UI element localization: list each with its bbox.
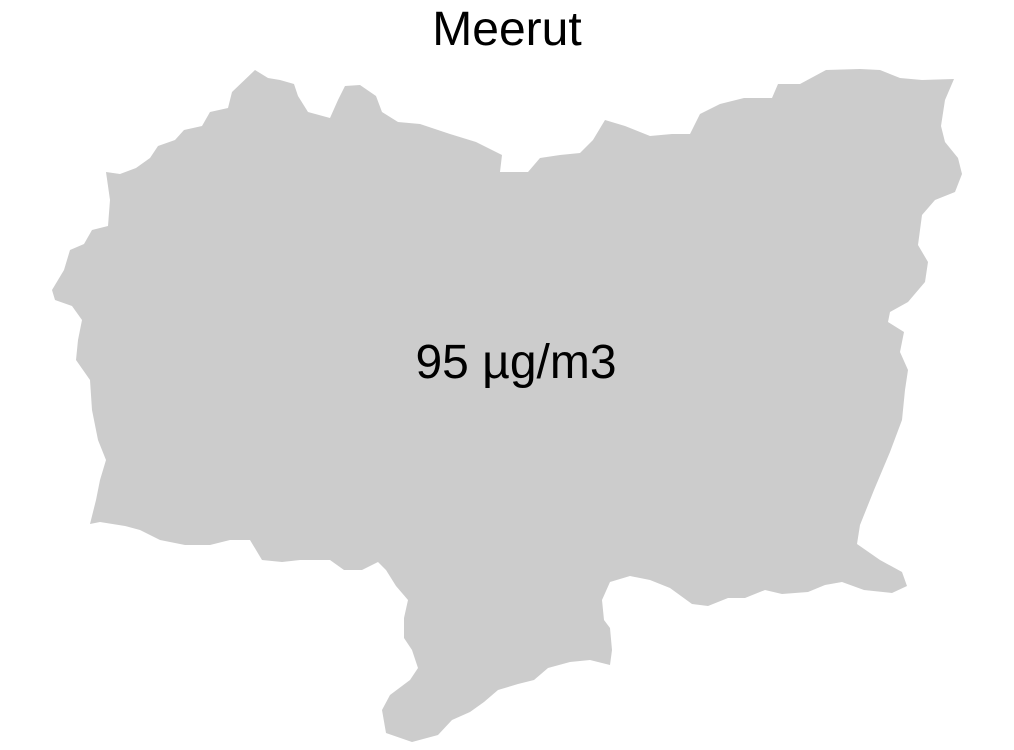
map-title: Meerut	[432, 3, 582, 56]
district-boundary	[52, 69, 962, 742]
district-value-label: 95 µg/m3	[415, 336, 616, 389]
